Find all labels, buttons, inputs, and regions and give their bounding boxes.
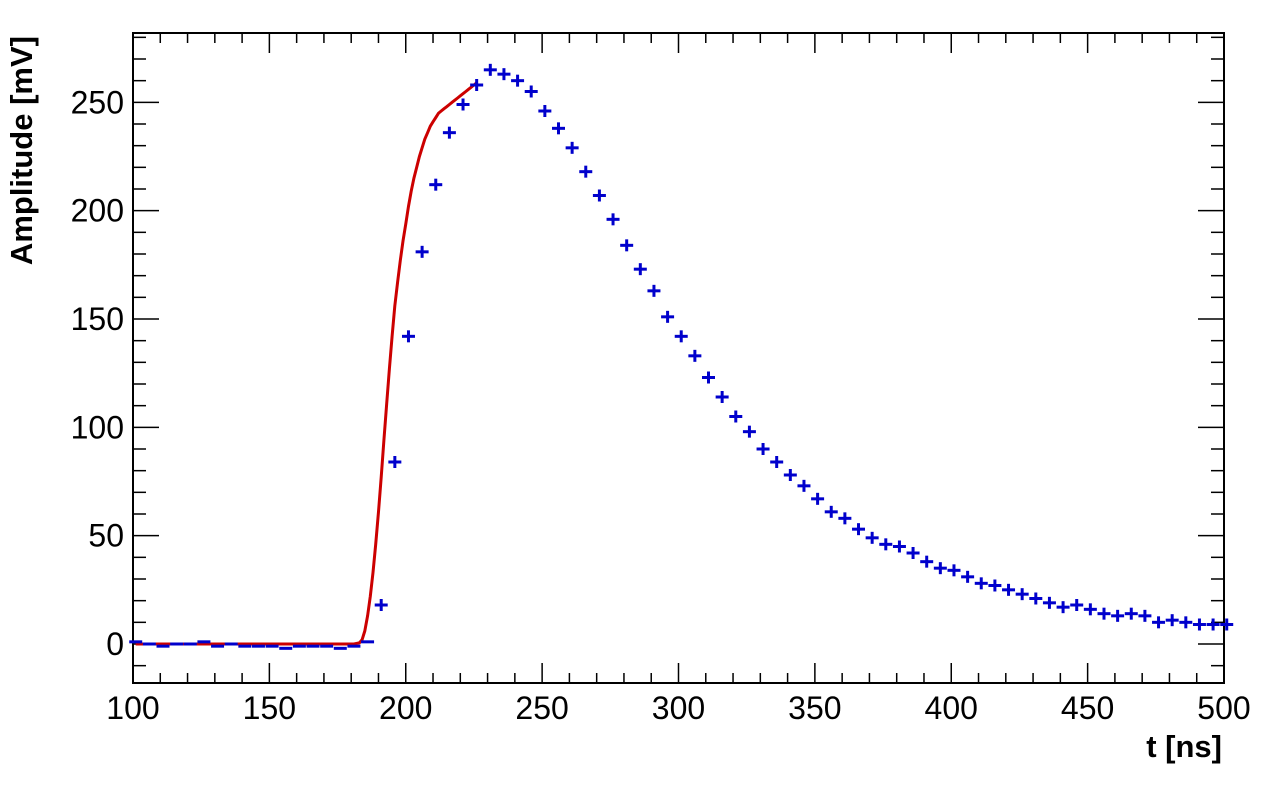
data-point — [838, 512, 852, 525]
data-point — [647, 284, 661, 297]
data-point — [1042, 596, 1056, 609]
data-point — [906, 547, 920, 559]
x-tick-label: 300 — [652, 690, 705, 726]
data-point — [538, 105, 552, 117]
data-point — [565, 141, 579, 154]
data-point — [401, 330, 415, 343]
data-point — [606, 213, 620, 226]
data-point — [1220, 618, 1234, 631]
data-point — [729, 410, 743, 423]
data-point — [1192, 618, 1206, 631]
data-point — [551, 122, 565, 135]
data-point — [920, 555, 934, 568]
data-point — [524, 85, 538, 98]
data-point — [1015, 588, 1029, 601]
x-tick-label: 100 — [106, 690, 159, 726]
data-point — [756, 443, 770, 455]
data-point — [497, 68, 511, 81]
y-tick-label: 50 — [88, 518, 124, 554]
data-point — [661, 310, 675, 323]
data-point — [1165, 614, 1179, 627]
data-point — [742, 425, 756, 438]
data-point — [456, 98, 470, 111]
data-point — [688, 349, 702, 362]
x-tick-label: 450 — [1061, 690, 1114, 726]
x-tick-label: 400 — [925, 690, 978, 726]
axis-ticks — [132, 33, 1225, 683]
x-tick-label: 250 — [515, 690, 568, 726]
data-point — [415, 245, 429, 258]
data-point — [1070, 599, 1084, 611]
x-tick-label: 350 — [788, 690, 841, 726]
y-axis-title: Amplitude [mV] — [4, 36, 39, 265]
data-point — [1083, 603, 1097, 616]
data-point — [388, 456, 402, 468]
x-tick-label: 150 — [243, 690, 296, 726]
data-point — [865, 531, 879, 544]
x-tick-label: 200 — [379, 690, 432, 726]
y-tick-labels: 0 50 100 150 200 250 — [71, 84, 124, 662]
data-points — [129, 63, 1234, 650]
data-point — [511, 74, 525, 87]
data-point — [592, 189, 606, 202]
data-point — [1097, 607, 1111, 620]
data-point — [674, 330, 688, 343]
data-point — [974, 577, 988, 590]
data-point — [1124, 607, 1138, 620]
data-point — [811, 492, 825, 505]
data-point — [797, 479, 811, 492]
data-point — [470, 79, 484, 91]
y-tick-label: 100 — [71, 409, 124, 445]
data-point — [1152, 616, 1166, 629]
data-point — [961, 570, 975, 583]
data-point — [702, 371, 716, 384]
data-point — [579, 165, 593, 178]
y-tick-label: 200 — [71, 193, 124, 229]
data-point — [770, 456, 784, 468]
data-point — [1002, 583, 1016, 596]
x-tick-labels: 100 150 200 250 300 350 400 450 500 — [106, 690, 1250, 726]
plot-frame — [132, 32, 1225, 684]
data-point — [947, 564, 961, 577]
data-point — [633, 263, 647, 276]
data-point — [483, 63, 497, 76]
data-point — [879, 538, 893, 551]
data-point — [1138, 609, 1152, 622]
fit-curve — [135, 81, 478, 646]
data-point — [429, 178, 443, 191]
data-point — [442, 126, 456, 139]
y-tick-label: 150 — [71, 301, 124, 337]
data-point — [783, 469, 797, 481]
data-point — [824, 505, 838, 518]
data-point — [374, 599, 388, 611]
data-point — [892, 540, 906, 553]
data-point — [1029, 592, 1043, 605]
data-point — [852, 523, 866, 536]
y-tick-label: 0 — [106, 626, 124, 662]
x-axis-title: t [ns] — [1146, 729, 1222, 764]
data-point — [1111, 609, 1125, 622]
data-point — [620, 239, 634, 252]
data-point — [933, 562, 947, 575]
x-tick-label: 500 — [1197, 690, 1250, 726]
data-point — [715, 391, 729, 403]
data-point — [1056, 601, 1070, 614]
y-tick-label: 250 — [71, 84, 124, 120]
data-point — [1206, 618, 1220, 631]
data-point — [1179, 616, 1193, 629]
data-point — [988, 579, 1002, 592]
